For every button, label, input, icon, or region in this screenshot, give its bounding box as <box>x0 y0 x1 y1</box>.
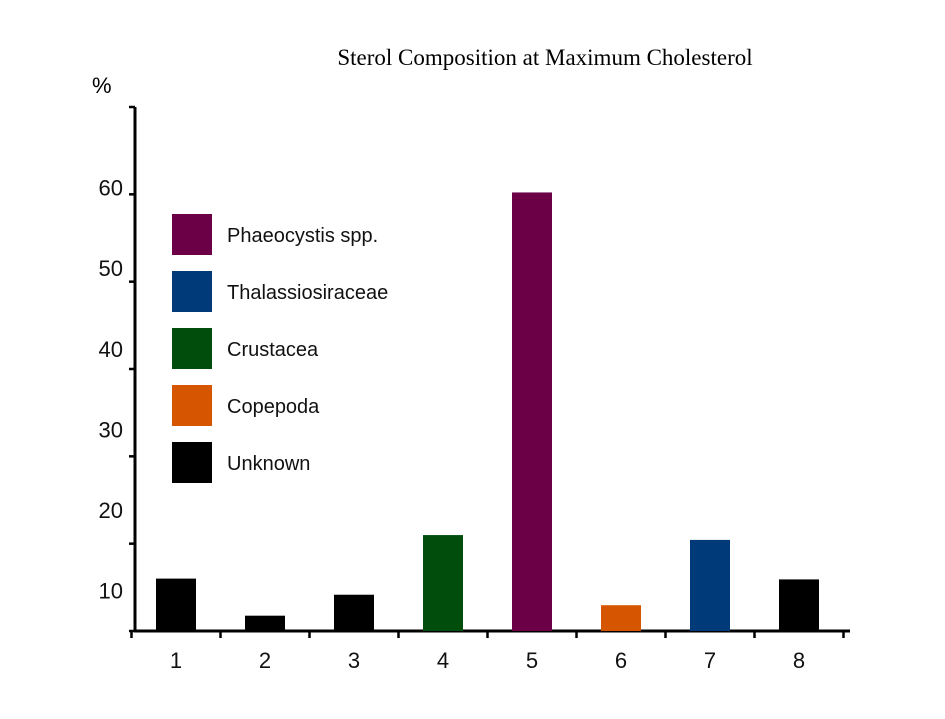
legend-label: Copepoda <box>227 396 320 418</box>
legend-swatch <box>172 442 212 483</box>
y-axis-label: % <box>92 73 112 98</box>
bars <box>156 192 819 631</box>
legend-label: Crustacea <box>227 339 319 361</box>
x-tick-label: 5 <box>526 648 538 673</box>
legend-swatch <box>172 328 212 369</box>
chart-title: Sterol Composition at Maximum Cholestero… <box>337 45 752 70</box>
x-tick-label: 7 <box>704 648 716 673</box>
x-tick-label: 1 <box>170 648 182 673</box>
bar-2 <box>245 615 285 631</box>
bar-1 <box>156 578 196 631</box>
y-tick-label: 60 <box>99 176 123 201</box>
bar-3 <box>334 594 374 631</box>
bar-8 <box>779 579 819 631</box>
legend-swatch <box>172 385 212 426</box>
x-tick-label: 8 <box>793 648 805 673</box>
y-tick-label: 10 <box>99 579 123 604</box>
legend-swatch <box>172 271 212 312</box>
legend-swatch <box>172 214 212 255</box>
y-tick-label: 50 <box>99 256 123 281</box>
bar-5 <box>512 192 552 631</box>
y-tick-label: 20 <box>99 498 123 523</box>
x-tick-label: 6 <box>615 648 627 673</box>
y-tick-label: 40 <box>99 337 123 362</box>
bar-6 <box>601 605 641 631</box>
bar-4 <box>423 535 463 631</box>
x-tick-label: 4 <box>437 648 449 673</box>
bar-7 <box>690 539 730 631</box>
y-tick-label: 30 <box>99 417 123 442</box>
x-tick-label: 2 <box>259 648 271 673</box>
legend-label: Unknown <box>227 453 310 475</box>
legend-label: Phaeocystis spp. <box>227 225 378 247</box>
x-tick-label: 3 <box>348 648 360 673</box>
legend: Phaeocystis spp. Thalassiosiraceae Crustac… <box>172 214 388 483</box>
legend-label: Thalassiosiraceae <box>227 282 388 304</box>
